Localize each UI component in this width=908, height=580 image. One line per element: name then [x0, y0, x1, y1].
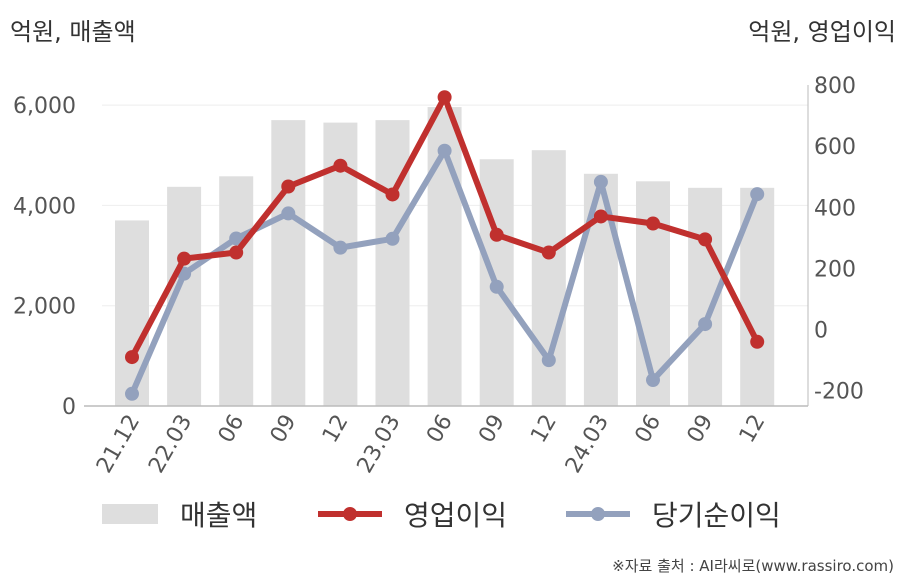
left-axis-unit-label: 억원, 매출액 [10, 18, 136, 46]
legend-item-net-income: 당기순이익 [566, 492, 781, 536]
right-axis-tick-label: 600 [814, 135, 856, 160]
point-net-income [750, 187, 765, 202]
left-axis-tick-label: 4,000 [13, 194, 76, 219]
point-operating-profit [593, 209, 608, 224]
x-axis-tick-label: 06 [631, 411, 667, 448]
right-axis-tick-label: 400 [814, 196, 856, 221]
left-axis-tick-label: 0 [62, 395, 76, 420]
right-axis-tick-label: 0 [814, 319, 828, 344]
x-axis-tick-label: 24.03 [561, 411, 614, 478]
source-note: ※자료 출처 : AI라씨로(www.rassiro.com) [612, 557, 894, 575]
left-axis-tick-label: 2,000 [13, 295, 76, 320]
legend-label-revenue: 매출액 [180, 499, 258, 532]
point-operating-profit [281, 179, 296, 194]
legend-line-swatch [318, 507, 382, 521]
point-net-income [437, 143, 452, 158]
bar-revenue [375, 120, 410, 406]
bar-revenue [115, 220, 149, 406]
legend-label-net-income: 당기순이익 [652, 499, 781, 532]
x-axis-tick-label: 23.03 [353, 411, 406, 478]
bar-revenue [531, 150, 566, 406]
point-operating-profit [333, 158, 348, 173]
combo-chart: 0 2,000 4,000 6,000 -200 0 200 400 600 800 21.1222… [13, 74, 864, 478]
point-net-income [698, 317, 713, 332]
point-operating-profit [125, 350, 139, 365]
point-operating-profit [229, 245, 244, 260]
x-axis-tick-label: 12 [526, 411, 562, 448]
x-axis-tick-label: 12 [318, 411, 354, 448]
x-axis-tick-label: 09 [266, 411, 302, 448]
bar-revenue [271, 120, 306, 406]
point-operating-profit [698, 232, 713, 247]
x-axis-tick-label: 09 [683, 411, 719, 448]
right-axis-tick-label: 200 [814, 257, 856, 282]
bar-revenue [583, 173, 618, 406]
point-net-income [281, 206, 296, 221]
right-axis-tick-label: 800 [814, 74, 856, 99]
point-net-income [489, 279, 504, 294]
legend-label-operating-profit: 영업이익 [404, 499, 508, 532]
point-operating-profit [541, 245, 556, 260]
x-axis-tick-label: 12 [735, 411, 771, 448]
point-net-income [541, 353, 556, 368]
x-axis-tick-label: 22.03 [144, 411, 197, 478]
point-operating-profit [750, 334, 765, 349]
x-axis-tick-label: 06 [422, 411, 458, 448]
point-operating-profit [177, 251, 192, 266]
point-net-income [125, 386, 139, 401]
point-operating-profit [646, 216, 660, 231]
point-net-income [385, 231, 400, 246]
legend-bar-swatch [102, 504, 158, 524]
point-operating-profit [437, 90, 452, 105]
point-net-income [333, 240, 348, 255]
point-operating-profit [385, 187, 400, 202]
bar-revenue [219, 176, 254, 406]
right-axis-tick-label: -200 [814, 380, 864, 405]
point-net-income [646, 373, 660, 388]
x-axis-tick-label: 09 [474, 411, 510, 448]
left-axis-tick-label: 6,000 [13, 94, 76, 119]
chart-legend: 매출액 영업이익 당기순이익 [0, 492, 908, 536]
point-net-income [229, 231, 244, 246]
point-net-income [593, 174, 608, 189]
legend-item-operating-profit: 영업이익 [318, 492, 507, 536]
right-axis-unit-label: 억원, 영업이익 [748, 18, 896, 46]
x-axis-tick-label: 21.12 [92, 411, 145, 478]
legend-item-revenue: 매출액 [102, 492, 257, 536]
point-operating-profit [489, 227, 504, 242]
legend-line-swatch [566, 507, 630, 521]
x-axis-tick-label: 06 [214, 411, 250, 448]
